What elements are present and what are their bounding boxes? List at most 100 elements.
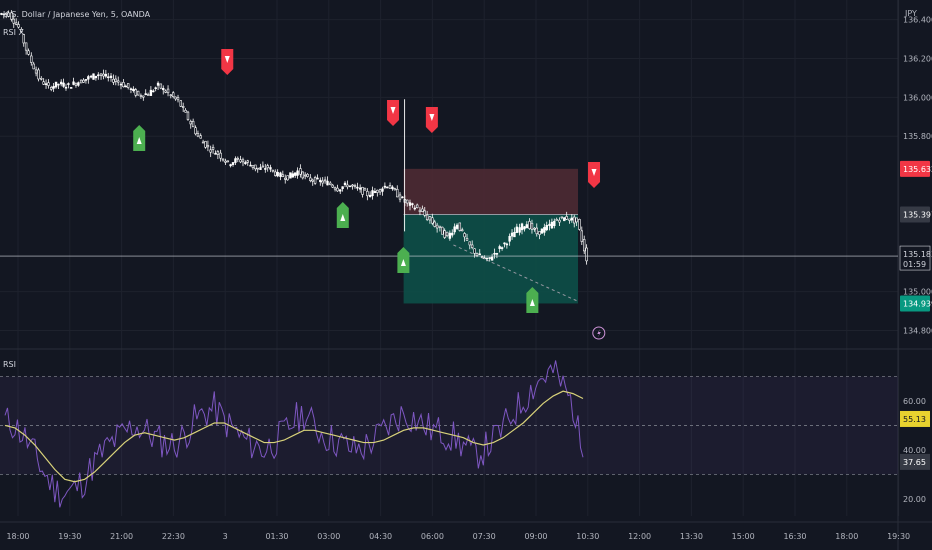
candle-body xyxy=(311,179,314,182)
candle-body xyxy=(580,230,584,242)
candle-body xyxy=(570,217,574,221)
candle-body xyxy=(126,83,130,88)
position-stop-zone xyxy=(403,168,579,215)
candle-body xyxy=(411,203,414,205)
candle-body xyxy=(181,106,185,108)
candle-body xyxy=(281,174,285,177)
buy-signal-marker xyxy=(133,125,146,151)
candle-body xyxy=(266,165,269,169)
candle-body xyxy=(74,83,78,86)
candle-body xyxy=(293,172,297,176)
candle-body xyxy=(441,226,444,235)
buy-signal-marker xyxy=(397,247,410,273)
candle-body xyxy=(363,188,367,191)
candle-body xyxy=(448,232,452,239)
candle-body xyxy=(353,185,357,187)
candle-body xyxy=(329,182,332,185)
candle-body xyxy=(289,172,292,179)
candle-body xyxy=(585,247,588,262)
candle-body xyxy=(408,202,412,206)
candle-body xyxy=(77,82,80,86)
candle-body xyxy=(540,228,544,234)
candle-body xyxy=(59,81,63,85)
candle-body xyxy=(164,90,167,93)
candle-body xyxy=(326,180,329,186)
candle-body xyxy=(453,226,456,233)
candle-body xyxy=(284,177,287,180)
candle-body xyxy=(371,190,374,197)
candle-body xyxy=(119,83,123,86)
candle-body xyxy=(134,89,137,96)
candle-body xyxy=(124,85,127,88)
bar-countdown-tag: 01:59 xyxy=(903,260,926,269)
candle-body xyxy=(533,227,536,230)
candle-body xyxy=(386,186,389,189)
candles xyxy=(0,10,588,265)
candle-body xyxy=(84,79,88,81)
candle-body xyxy=(221,158,225,161)
candle-body xyxy=(57,83,60,86)
price-axis-tick: 136.000 xyxy=(903,93,932,102)
candle-body xyxy=(92,73,95,80)
candle-body xyxy=(166,88,170,94)
rsi-value-tag: 55.13 xyxy=(903,415,926,424)
candle-body xyxy=(368,194,372,198)
candle-body xyxy=(50,87,53,90)
candle-body xyxy=(146,94,150,96)
symbol-legend[interactable]: U.S. Dollar / Japanese Yen, 5, OANDA xyxy=(3,10,151,19)
candle-body xyxy=(42,81,45,85)
candle-body xyxy=(341,186,344,189)
candle-body xyxy=(271,169,275,172)
candle-body xyxy=(336,187,339,192)
sell-signal-marker-arrow xyxy=(429,114,435,121)
candle-body xyxy=(301,171,304,179)
candle-body xyxy=(0,13,3,15)
time-axis-tick: 06:00 xyxy=(421,532,444,541)
candle-body xyxy=(485,257,489,260)
candle-body xyxy=(575,217,578,223)
candle-body xyxy=(381,188,384,192)
candle-body xyxy=(186,111,190,120)
candle-body xyxy=(107,76,110,79)
candle-body xyxy=(396,189,399,198)
candle-body xyxy=(149,89,153,96)
candle-body xyxy=(480,256,484,258)
candle-body xyxy=(563,217,566,222)
candle-body xyxy=(435,224,439,229)
candle-body xyxy=(174,96,177,100)
candle-body xyxy=(144,93,147,95)
candle-body xyxy=(97,74,100,77)
buy-signal-marker-arrow xyxy=(340,214,346,221)
candle-body xyxy=(321,180,324,184)
time-axis-tick: 07:30 xyxy=(473,532,496,541)
candle-body xyxy=(219,152,222,159)
candle-body xyxy=(52,86,55,89)
candle-body xyxy=(172,92,175,98)
candle-body xyxy=(323,179,327,182)
candle-body xyxy=(538,230,541,235)
rsi-ma-tag-bg xyxy=(900,453,930,470)
time-axis-tick: 10:30 xyxy=(576,532,599,541)
candle-body xyxy=(2,13,6,16)
candle-body xyxy=(129,88,133,90)
candle-body xyxy=(291,173,294,178)
candle-body xyxy=(20,29,23,33)
candle-body xyxy=(565,216,568,220)
price-axis-tick: 136.200 xyxy=(903,55,932,64)
candle-body xyxy=(475,253,479,256)
candle-body xyxy=(139,95,143,97)
candle-body xyxy=(114,78,118,82)
candle-body xyxy=(445,231,449,237)
sell-signal-marker-arrow xyxy=(390,107,396,114)
buy-signal-marker-arrow xyxy=(136,137,142,144)
candle-body xyxy=(17,24,20,28)
lightning-icon-bolt xyxy=(597,329,601,338)
candle-body xyxy=(14,22,18,25)
candle-body xyxy=(296,170,299,176)
candle-body xyxy=(339,189,342,192)
indicator-legend[interactable]: RSI X xyxy=(3,28,25,37)
candle-body xyxy=(545,224,548,231)
candle-body xyxy=(351,184,354,187)
candle-body xyxy=(69,87,73,89)
